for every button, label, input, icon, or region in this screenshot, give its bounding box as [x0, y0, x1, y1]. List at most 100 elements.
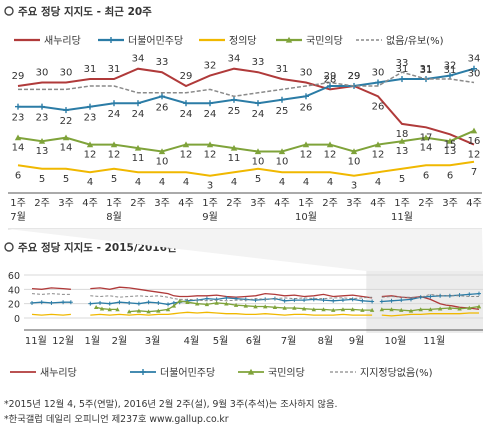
- data-point-1-16: [399, 76, 405, 83]
- data-label-2-16: 5: [399, 174, 405, 185]
- history-point-3-1-19: [301, 306, 307, 311]
- history-point-1-1-25: [321, 298, 326, 303]
- data-point-1-18: [447, 72, 453, 79]
- x-tick-week-0: 1주: [10, 198, 26, 209]
- data-label-4-17: 31: [420, 65, 433, 76]
- history-line-4-2: [381, 293, 479, 298]
- data-label-2-11: 4: [279, 177, 285, 188]
- data-point-3-12: [302, 141, 310, 148]
- data-label-3-8: 12: [204, 150, 217, 161]
- data-label-1-19: 34: [468, 54, 481, 65]
- data-label-1-13: 29: [324, 71, 337, 82]
- data-label-3-16: 13: [396, 146, 409, 157]
- data-label-3-3: 12: [84, 150, 97, 161]
- data-point-1-3: [87, 103, 93, 110]
- history-line-4-0: [31, 293, 71, 295]
- history-point-3-0-3: [115, 307, 120, 312]
- x-tick-week-13: 2주: [322, 198, 338, 209]
- data-label-2-13: 4: [327, 177, 333, 188]
- history-point-1-1-28: [350, 297, 355, 302]
- legend-label-2: 정의당: [229, 35, 257, 47]
- data-label-2-3: 4: [87, 177, 93, 188]
- highlight-connector: [8, 229, 483, 271]
- month-label-5: 4월: [184, 335, 200, 347]
- history-point-1-2-5: [428, 294, 433, 299]
- data-point-3-2: [62, 134, 70, 141]
- data-label-2-19: 7: [471, 167, 477, 178]
- data-label-0-13: 28: [324, 74, 337, 85]
- y-tick-1: 20: [8, 300, 20, 311]
- recent-period-highlight: [366, 271, 483, 333]
- history-point-3-2-1: [389, 307, 394, 312]
- history-point-3-1-9: [204, 302, 210, 307]
- history-point-3-1-2: [146, 309, 151, 314]
- data-point-1-15: [375, 79, 381, 86]
- data-point-3-15: [374, 141, 382, 148]
- data-label-2-7: 4: [183, 177, 189, 188]
- history-point-3-1-13: [243, 303, 248, 308]
- history-point-3-1-21: [321, 307, 326, 312]
- history-point-1-2-10: [477, 291, 481, 296]
- data-label-4-18: 31: [444, 65, 457, 76]
- data-label-0-6: 33: [156, 57, 169, 68]
- data-label-0-1: 30: [36, 68, 49, 79]
- history-point-1-1-4: [127, 300, 132, 305]
- history-point-1-1-29: [360, 298, 365, 303]
- history-line-4-1: [90, 295, 373, 302]
- y-tick-0: 0: [14, 314, 20, 325]
- data-point-3-18: [446, 137, 454, 144]
- data-label-0-18: 15: [444, 139, 457, 150]
- month-label-9: 8월: [318, 335, 334, 347]
- data-label-4-19: 30: [468, 69, 481, 80]
- data-label-3-13: 12: [324, 150, 337, 161]
- history-point-1-1-21: [282, 298, 287, 303]
- data-point-3-0: [14, 134, 22, 141]
- data-label-0-10: 33: [252, 57, 265, 68]
- chart-title-2: 주요 정당 지지도 - 2015/2016년: [18, 241, 177, 254]
- history-point-3-2-8: [457, 306, 462, 311]
- history-point-1-0-2: [49, 300, 54, 305]
- data-label-1-16: 31: [396, 64, 409, 75]
- data-point-3-4: [110, 141, 118, 148]
- data-label-0-5: 34: [132, 54, 145, 65]
- data-label-3-6: 10: [156, 157, 169, 168]
- data-label-0-9: 34: [228, 54, 241, 65]
- history-point-3-1-1: [136, 308, 142, 313]
- history-point-1-2-9: [467, 292, 472, 297]
- legend-label-1: 더불어민주당: [128, 35, 183, 47]
- history-point-3-1-23: [340, 307, 346, 312]
- x-tick-week-6: 3주: [154, 198, 170, 209]
- x-tick-week-14: 3주: [346, 198, 362, 209]
- data-point-3-13: [326, 141, 334, 148]
- legend-marker-1: [108, 37, 114, 43]
- history-point-3-1-8: [194, 301, 200, 306]
- data-label-1-1: 23: [36, 113, 49, 124]
- history-line-2-1: [90, 311, 373, 316]
- source-note: *한국갤럽 데일리 오피니언 제237호 www.gallup.co.kr: [4, 414, 229, 425]
- x-tick-month-8: 9월: [202, 211, 218, 223]
- data-label-0-19: 12: [468, 150, 481, 161]
- data-point-3-16: [398, 137, 406, 144]
- data-label-0-3: 31: [84, 64, 97, 75]
- x-tick-month-0: 7월: [10, 211, 26, 223]
- month-label-6: 5월: [213, 335, 229, 347]
- history-point-3-2-2: [399, 307, 404, 312]
- data-label-1-10: 24: [252, 109, 265, 120]
- month-label-7: 6월: [246, 335, 262, 347]
- history-point-3-1-5: [171, 303, 177, 308]
- history-point-3-1-15: [263, 304, 268, 309]
- data-label-3-5: 11: [132, 153, 145, 164]
- data-label-2-18: 6: [447, 170, 453, 181]
- history-point-3-1-26: [369, 307, 375, 312]
- x-tick-week-10: 3주: [250, 198, 266, 209]
- data-label-0-2: 30: [60, 68, 73, 79]
- data-point-1-1: [39, 103, 45, 110]
- x-tick-week-1: 2주: [34, 198, 50, 209]
- data-label-3-14: 10: [348, 157, 361, 168]
- history-point-1-0-4: [68, 300, 73, 305]
- history-point-1-1-6: [146, 300, 151, 305]
- series-line-4: [18, 71, 475, 98]
- history-point-1-1-13: [204, 296, 209, 301]
